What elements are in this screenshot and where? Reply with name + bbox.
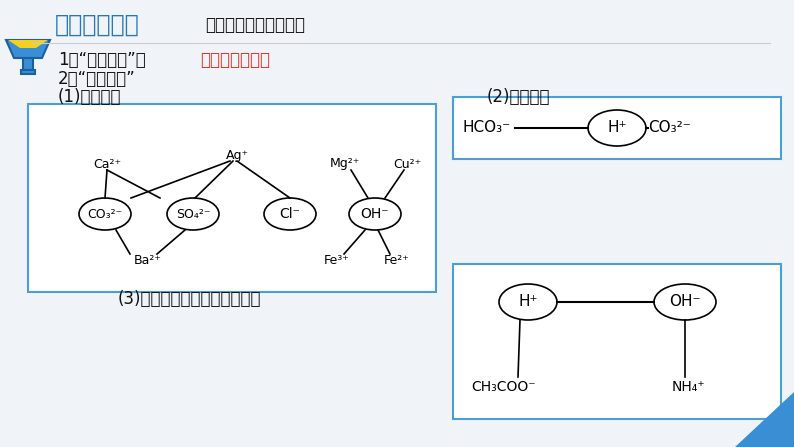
Text: 2．“三种类型”: 2．“三种类型” <box>58 70 136 88</box>
Ellipse shape <box>167 198 219 230</box>
FancyBboxPatch shape <box>453 264 781 419</box>
Text: Cu²⁺: Cu²⁺ <box>393 157 421 170</box>
Ellipse shape <box>264 198 316 230</box>
Ellipse shape <box>349 198 401 230</box>
Ellipse shape <box>79 198 131 230</box>
Text: 二、离子共存: 二、离子共存 <box>55 13 140 37</box>
Text: (3)生成水或其他难电离的物质: (3)生成水或其他难电离的物质 <box>118 290 261 308</box>
Text: (1)生成沉淠: (1)生成沉淠 <box>58 88 121 106</box>
Text: Ca²⁺: Ca²⁺ <box>93 157 121 170</box>
Polygon shape <box>735 392 794 447</box>
Text: Mg²⁺: Mg²⁺ <box>330 157 360 170</box>
Polygon shape <box>23 58 33 70</box>
Text: H⁺: H⁺ <box>518 295 538 309</box>
Text: 离子间是否反应: 离子间是否反应 <box>200 51 270 69</box>
Polygon shape <box>6 40 50 58</box>
Text: OH⁻: OH⁻ <box>360 207 389 221</box>
Text: H⁺: H⁺ <box>607 121 626 135</box>
FancyBboxPatch shape <box>453 97 781 159</box>
Text: Ba²⁺: Ba²⁺ <box>134 253 162 266</box>
Polygon shape <box>8 40 48 48</box>
FancyBboxPatch shape <box>28 104 436 292</box>
Ellipse shape <box>588 110 646 146</box>
Text: CH₃COO⁻: CH₃COO⁻ <box>472 380 536 394</box>
Text: Fe²⁺: Fe²⁺ <box>384 253 410 266</box>
Ellipse shape <box>499 284 557 320</box>
Text: （不能共存反应判断）: （不能共存反应判断） <box>205 16 305 34</box>
Ellipse shape <box>654 284 716 320</box>
Text: Fe³⁺: Fe³⁺ <box>324 253 350 266</box>
Text: NH₄⁺: NH₄⁺ <box>671 380 705 394</box>
Text: Ag⁺: Ag⁺ <box>225 148 249 161</box>
Text: (2)生成气体: (2)生成气体 <box>487 88 550 106</box>
Text: CO₃²⁻: CO₃²⁻ <box>648 121 691 135</box>
Polygon shape <box>21 70 35 74</box>
Text: HCO₃⁻: HCO₃⁻ <box>463 121 511 135</box>
Text: Cl⁻: Cl⁻ <box>279 207 300 221</box>
Text: OH⁻: OH⁻ <box>669 295 701 309</box>
Text: SO₄²⁻: SO₄²⁻ <box>175 207 210 220</box>
Text: CO₃²⁻: CO₃²⁻ <box>87 207 122 220</box>
Text: 1．“一个原则”：: 1．“一个原则”： <box>58 51 146 69</box>
